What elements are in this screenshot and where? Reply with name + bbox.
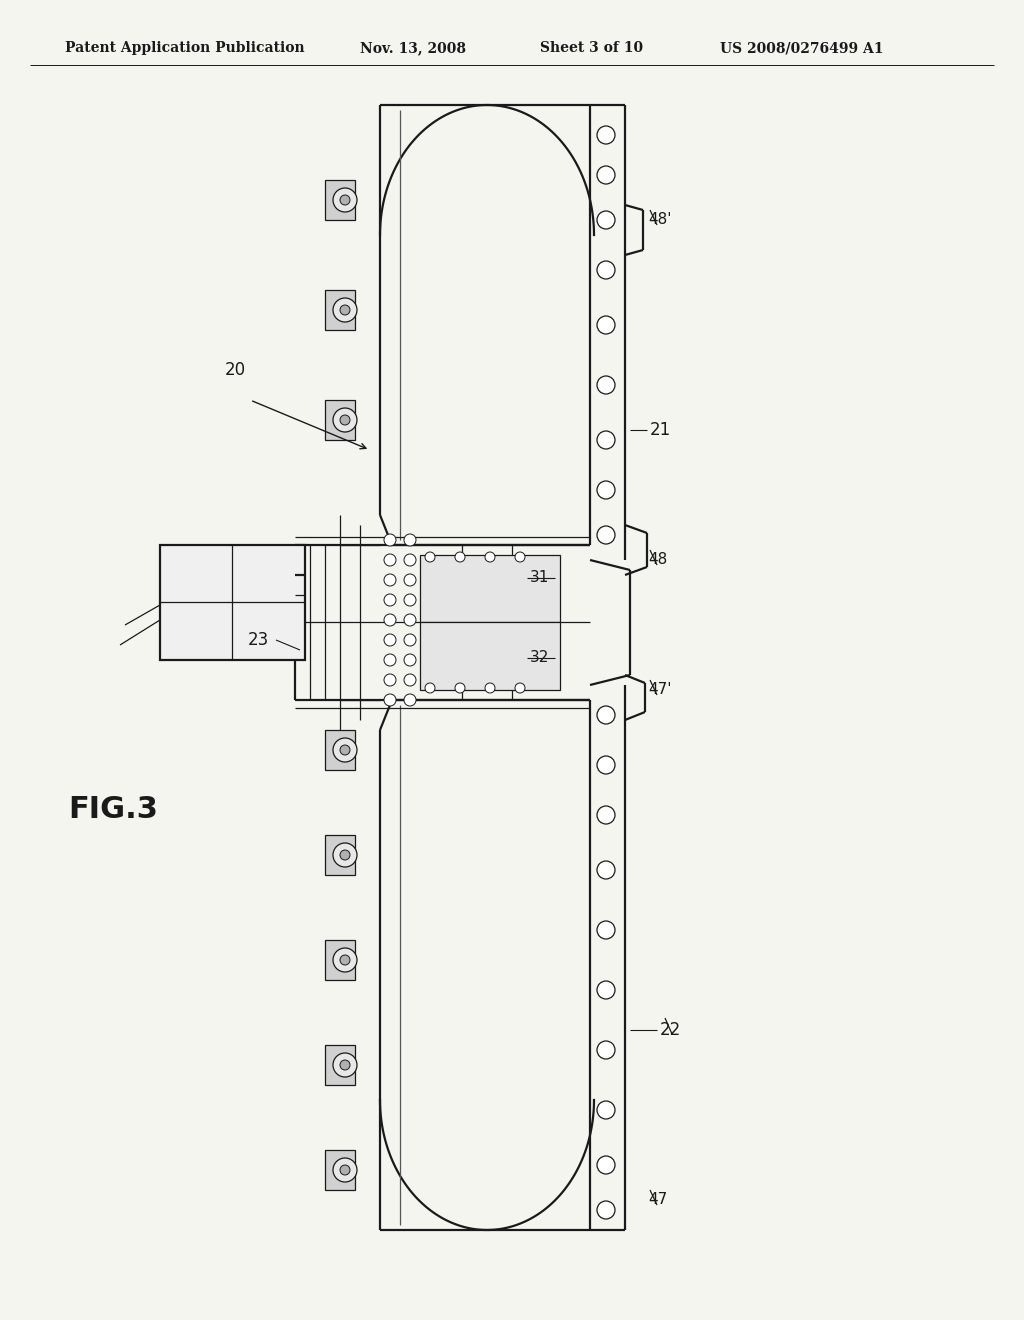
Text: 48': 48' xyxy=(648,213,672,227)
Circle shape xyxy=(384,634,396,645)
Text: 21: 21 xyxy=(650,421,672,440)
Circle shape xyxy=(340,1166,350,1175)
Bar xyxy=(325,400,355,440)
Circle shape xyxy=(333,948,357,972)
Bar xyxy=(325,180,355,220)
Circle shape xyxy=(340,305,350,315)
Circle shape xyxy=(340,744,350,755)
Circle shape xyxy=(404,574,416,586)
Circle shape xyxy=(404,535,416,546)
Circle shape xyxy=(597,1041,615,1059)
Circle shape xyxy=(455,552,465,562)
Circle shape xyxy=(597,981,615,999)
Text: Sheet 3 of 10: Sheet 3 of 10 xyxy=(540,41,643,55)
Circle shape xyxy=(384,614,396,626)
Text: 32: 32 xyxy=(530,651,549,665)
Circle shape xyxy=(404,594,416,606)
Text: Nov. 13, 2008: Nov. 13, 2008 xyxy=(360,41,466,55)
Circle shape xyxy=(455,682,465,693)
Text: 20: 20 xyxy=(225,360,246,379)
Circle shape xyxy=(597,921,615,939)
Text: FIG.3: FIG.3 xyxy=(68,796,158,825)
Circle shape xyxy=(597,125,615,144)
Circle shape xyxy=(340,414,350,425)
Text: Patent Application Publication: Patent Application Publication xyxy=(65,41,304,55)
Circle shape xyxy=(597,211,615,228)
Circle shape xyxy=(384,535,396,546)
Bar xyxy=(420,622,560,690)
Circle shape xyxy=(515,552,525,562)
Circle shape xyxy=(404,675,416,686)
Circle shape xyxy=(597,166,615,183)
Circle shape xyxy=(404,653,416,667)
Circle shape xyxy=(597,861,615,879)
Text: 23: 23 xyxy=(248,631,269,649)
Circle shape xyxy=(597,315,615,334)
Circle shape xyxy=(384,574,396,586)
Bar xyxy=(420,554,560,622)
Circle shape xyxy=(597,1101,615,1119)
Text: US 2008/0276499 A1: US 2008/0276499 A1 xyxy=(720,41,884,55)
Circle shape xyxy=(597,706,615,723)
Bar xyxy=(325,1045,355,1085)
Circle shape xyxy=(597,756,615,774)
Text: 48: 48 xyxy=(648,553,668,568)
Bar xyxy=(325,1150,355,1191)
Text: 31: 31 xyxy=(530,570,549,586)
Circle shape xyxy=(597,261,615,279)
Circle shape xyxy=(340,195,350,205)
Text: 47: 47 xyxy=(648,1192,668,1208)
Circle shape xyxy=(384,675,396,686)
Circle shape xyxy=(333,187,357,213)
Circle shape xyxy=(384,554,396,566)
Circle shape xyxy=(333,1158,357,1181)
Bar xyxy=(160,545,305,660)
Circle shape xyxy=(597,1156,615,1173)
Circle shape xyxy=(597,807,615,824)
Circle shape xyxy=(384,594,396,606)
Circle shape xyxy=(597,432,615,449)
Circle shape xyxy=(333,408,357,432)
Circle shape xyxy=(384,694,396,706)
Circle shape xyxy=(597,480,615,499)
Circle shape xyxy=(425,682,435,693)
Text: 47': 47' xyxy=(648,682,672,697)
Circle shape xyxy=(340,954,350,965)
Circle shape xyxy=(404,614,416,626)
Circle shape xyxy=(515,682,525,693)
Circle shape xyxy=(404,694,416,706)
Circle shape xyxy=(404,554,416,566)
Circle shape xyxy=(340,850,350,861)
Bar xyxy=(325,836,355,875)
Circle shape xyxy=(333,843,357,867)
Circle shape xyxy=(485,552,495,562)
Circle shape xyxy=(597,1201,615,1218)
Circle shape xyxy=(333,298,357,322)
Bar xyxy=(325,940,355,979)
Circle shape xyxy=(404,634,416,645)
Bar xyxy=(325,290,355,330)
Circle shape xyxy=(340,1060,350,1071)
Circle shape xyxy=(597,376,615,393)
Circle shape xyxy=(597,525,615,544)
Circle shape xyxy=(485,682,495,693)
Bar xyxy=(325,730,355,770)
Circle shape xyxy=(333,738,357,762)
Circle shape xyxy=(333,1053,357,1077)
Circle shape xyxy=(384,653,396,667)
Circle shape xyxy=(425,552,435,562)
Text: 22: 22 xyxy=(660,1020,681,1039)
